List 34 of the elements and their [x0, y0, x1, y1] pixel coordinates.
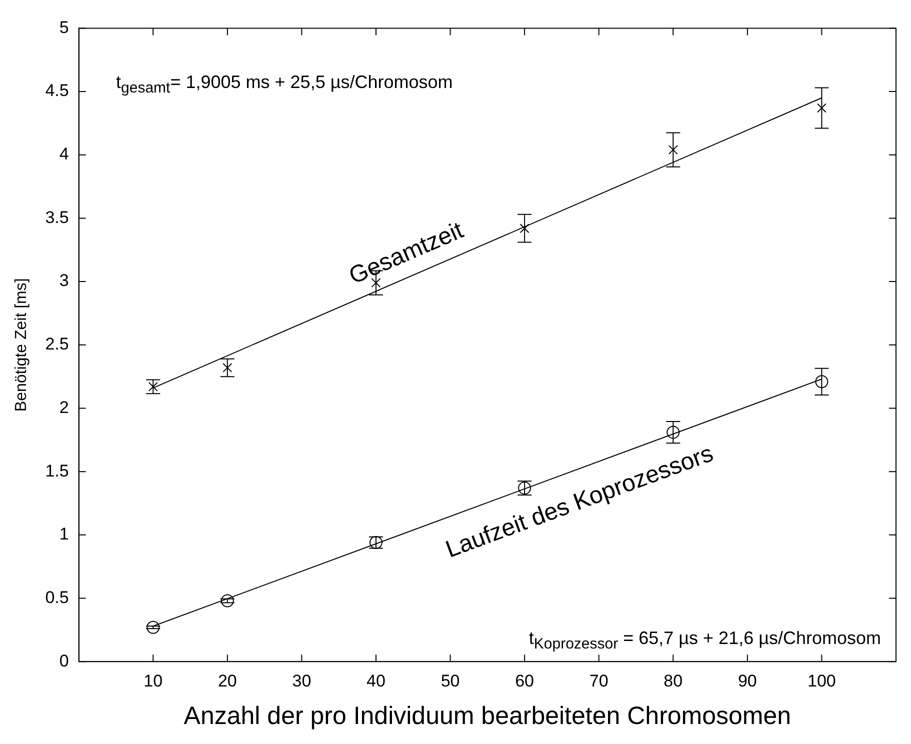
x-tick-label: 40 — [366, 671, 386, 690]
x-tick-label: 30 — [292, 671, 312, 690]
y-tick-label: 1.5 — [45, 461, 69, 480]
x-tick-label: 70 — [589, 671, 608, 690]
point — [668, 145, 678, 155]
x-tick-label: 20 — [218, 671, 237, 690]
y-tick-label: 4 — [59, 144, 69, 164]
annotation: t$_{gesamt}$= 1,9005 ms + 25,5 µs/Chromosom — [116, 72, 453, 97]
point — [815, 375, 828, 388]
point — [220, 594, 234, 608]
x-tick-label: 10 — [144, 671, 163, 690]
y-tick-label: 3 — [59, 271, 69, 290]
point — [816, 103, 826, 113]
y-tick-label: 0 — [59, 651, 69, 670]
x-tick-label: 100 — [808, 671, 836, 690]
point — [146, 620, 160, 634]
y-tick-label: 1 — [59, 524, 69, 544]
y-tick-label: 3.5 — [45, 208, 69, 227]
point — [666, 426, 680, 439]
x-tick-label: 80 — [664, 671, 683, 690]
y-axis-title: Benötigte Zeit [ms] — [13, 278, 30, 412]
y-tick-label: 0.5 — [45, 588, 69, 607]
point — [222, 362, 232, 372]
y-tick-label: 2 — [59, 398, 69, 417]
annotation: t$_{Koprozessor}$ = 65,7 µs + 21,6 µs/Chromosom — [528, 628, 881, 653]
x-tick-label: 50 — [440, 671, 460, 690]
x-tick-label: 60 — [515, 671, 534, 690]
y-tick-label: 5 — [59, 18, 69, 37]
y-tick-label: 4.5 — [45, 81, 69, 100]
x-tick-label: 90 — [738, 671, 757, 690]
point — [148, 382, 158, 392]
y-tick-label: 2.5 — [45, 334, 69, 354]
x-axis-title: Anzahl der pro Individuum bearbeiteten Chromosomen — [184, 702, 792, 730]
point — [520, 224, 530, 234]
